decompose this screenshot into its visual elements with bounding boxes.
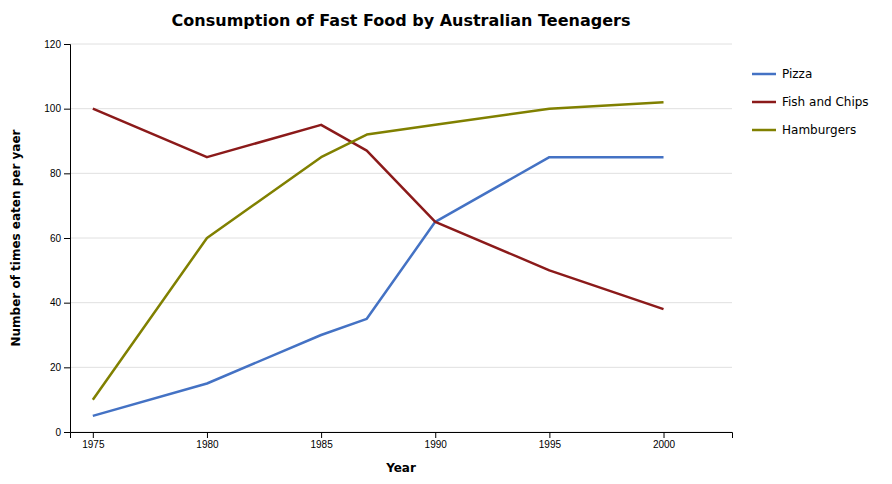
tick-mark <box>64 367 70 368</box>
chart: 1975 1980 1985 1990 1995 2000 0 20 40 60 80 100 120 C… <box>0 0 892 484</box>
tick-label: 60 <box>50 233 62 244</box>
tick-label: 100 <box>44 103 61 114</box>
tick: 20 <box>50 362 70 373</box>
tick: 0 <box>55 427 70 438</box>
tick: 80 <box>50 168 70 179</box>
grid-line <box>70 367 732 368</box>
legend-label: Fish and Chips <box>782 95 869 109</box>
tick-mark <box>549 432 550 438</box>
tick-label: 40 <box>50 297 62 308</box>
tick-label: 80 <box>50 168 62 179</box>
plot-area: 1975 1980 1985 1990 1995 2000 0 20 40 60 80 100 120 <box>44 39 732 450</box>
tick: 60 <box>50 233 70 244</box>
legend-swatch <box>752 73 776 76</box>
tick: 2000 <box>653 432 676 450</box>
grid <box>70 44 732 432</box>
tick: 1980 <box>196 432 219 450</box>
tick-label: 0 <box>55 427 61 438</box>
tick-mark <box>321 432 322 438</box>
tick-label: 1980 <box>196 439 219 450</box>
lines <box>93 102 664 416</box>
legend-item: Fish and Chips <box>752 95 869 109</box>
title: Consumption of Fast Food by Australian T… <box>172 11 631 30</box>
tick: 1975 <box>82 432 105 450</box>
tick-mark <box>64 109 70 110</box>
x-axis-label: Year <box>385 461 416 475</box>
line <box>93 157 664 416</box>
y-axis: 0 20 40 60 80 100 120 <box>44 39 70 438</box>
tick-label: 1975 <box>82 439 105 450</box>
grid-line <box>70 302 732 303</box>
axis-line <box>71 433 733 439</box>
legend: Pizza Fish and Chips Hamburgers <box>752 67 869 137</box>
tick: 40 <box>50 297 70 308</box>
tick-mark <box>64 173 70 174</box>
legend-swatch <box>752 101 776 104</box>
tick-mark <box>64 238 70 239</box>
tick-label: 20 <box>50 362 62 373</box>
tick: 1990 <box>425 432 448 450</box>
tick: 1985 <box>310 432 333 450</box>
grid-line <box>70 108 732 109</box>
tick-mark <box>93 432 94 438</box>
tick-mark <box>64 44 70 45</box>
tick-label: 1990 <box>425 439 448 450</box>
tick-mark <box>435 432 436 438</box>
legend-label: Pizza <box>782 67 812 81</box>
legend-swatch <box>752 129 776 132</box>
line <box>93 102 664 399</box>
legend-item: Pizza <box>752 67 812 81</box>
legend-label: Hamburgers <box>782 123 856 137</box>
tick: 100 <box>44 103 70 114</box>
axis-line <box>64 45 71 433</box>
x-axis: 1975 1980 1985 1990 1995 2000 <box>71 432 733 450</box>
tick-mark <box>207 432 208 438</box>
tick-mark <box>64 303 70 304</box>
tick-mark <box>664 432 665 438</box>
tick: 1995 <box>539 432 562 450</box>
grid-line <box>70 44 732 45</box>
y-axis-label: Number of times eaten per yaer <box>9 129 23 346</box>
tick-label: 1995 <box>539 439 562 450</box>
tick-label: 1985 <box>310 439 333 450</box>
grid-line <box>70 173 732 174</box>
grid-line <box>70 238 732 239</box>
tick-mark <box>64 432 70 433</box>
tick-label: 120 <box>44 39 61 50</box>
legend-item: Hamburgers <box>752 123 856 137</box>
tick-label: 2000 <box>653 439 676 450</box>
tick: 120 <box>44 39 70 50</box>
